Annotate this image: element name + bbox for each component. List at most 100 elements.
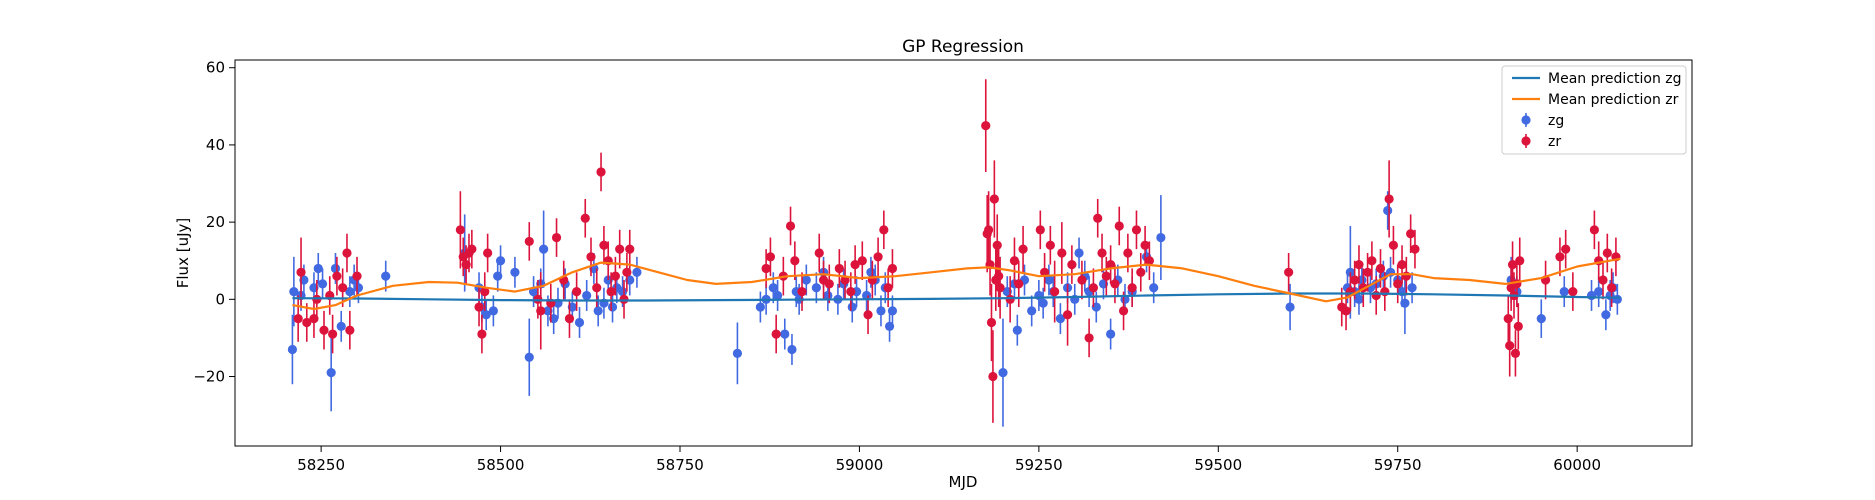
x-tick-label: 59750: [1374, 456, 1422, 474]
point-zr: [1123, 248, 1133, 258]
point-zg: [1594, 287, 1604, 297]
point-zg: [1536, 314, 1546, 324]
y-tick-label: 60: [206, 59, 225, 77]
point-zr: [319, 325, 329, 335]
point-zr: [483, 248, 493, 258]
y-axis-label: Flux [uJy]: [174, 218, 192, 288]
point-zr: [1505, 341, 1515, 351]
legend-zr-swatch: [1521, 136, 1531, 146]
point-zr: [524, 236, 534, 247]
point-zr: [1127, 283, 1137, 293]
x-tick-label: 59000: [836, 456, 884, 474]
point-zr: [879, 225, 889, 235]
point-zr: [883, 283, 893, 293]
point-zg: [1285, 302, 1295, 312]
point-zg: [1012, 325, 1022, 335]
legend-mean-zr-label: Mean prediction zr: [1548, 92, 1679, 108]
point-zr: [1561, 244, 1571, 254]
point-zg: [524, 352, 534, 362]
point-zg: [998, 368, 1008, 378]
point-zr: [467, 244, 477, 254]
point-zr: [606, 287, 616, 297]
point-zr: [293, 314, 303, 324]
point-zg: [862, 290, 872, 301]
y-tick-label: 40: [206, 136, 225, 154]
point-zr: [302, 317, 312, 328]
point-zg: [582, 290, 592, 301]
point-zr: [1062, 310, 1073, 320]
plot-area: [287, 79, 1622, 427]
y-tick-label: 0: [215, 290, 225, 308]
line-mean-zg: [292, 292, 1621, 302]
point-zg: [866, 267, 876, 277]
point-zg: [495, 256, 506, 266]
legend-zg-swatch: [1521, 115, 1531, 125]
point-zr: [797, 287, 807, 297]
point-zr: [994, 271, 1004, 281]
point-zr: [1406, 229, 1416, 239]
point-zr: [989, 194, 999, 204]
point-zr: [455, 225, 465, 235]
point-zr: [846, 287, 856, 297]
point-zr: [1067, 259, 1077, 270]
x-tick-label: 58500: [477, 456, 525, 474]
point-zg: [1038, 298, 1048, 308]
point-zr: [785, 221, 796, 231]
legend: Mean prediction zg Mean prediction zr zg zr: [1501, 65, 1687, 155]
point-zg: [488, 306, 498, 316]
x-tick-label: 59500: [1194, 456, 1242, 474]
point-zg: [1407, 283, 1417, 293]
legend-zg-label: zg: [1548, 113, 1564, 129]
point-zr: [1005, 294, 1015, 304]
point-zg: [1055, 314, 1065, 324]
series-zg: [287, 191, 1622, 427]
point-zr: [834, 263, 844, 274]
point-zr: [1589, 225, 1599, 235]
point-zr: [1350, 275, 1360, 285]
point-zg: [1156, 232, 1166, 243]
point-zr: [1009, 256, 1020, 266]
point-zr: [1602, 248, 1612, 258]
point-zr: [592, 283, 602, 293]
legend-mean-zg-label: Mean prediction zg: [1548, 71, 1682, 87]
line-mean-zr: [292, 257, 1621, 311]
point-zr: [1077, 275, 1087, 285]
point-zg: [1106, 329, 1116, 339]
point-zr: [1088, 283, 1099, 293]
point-zg: [847, 302, 857, 312]
axes: 58250 58500 58750 59000 59250 59500 59750 60000…: [193, 59, 1601, 474]
x-tick-label: 58750: [656, 456, 704, 474]
point-zr: [1136, 267, 1146, 277]
point-zg: [801, 275, 811, 285]
point-zg: [755, 302, 765, 312]
point-zr: [1515, 256, 1525, 266]
point-zr: [995, 283, 1005, 293]
point-zr: [814, 248, 824, 258]
point-zr: [622, 267, 632, 277]
point-zr: [981, 121, 991, 131]
point-zr: [992, 240, 1002, 250]
point-zr: [984, 225, 994, 235]
point-zr: [1507, 259, 1518, 270]
point-zr: [1510, 348, 1521, 358]
point-zr: [332, 271, 342, 281]
point-zg: [607, 302, 618, 312]
point-zr: [551, 232, 562, 243]
point-zr: [1144, 256, 1154, 266]
point-zr: [988, 371, 998, 382]
point-zr: [1555, 252, 1565, 262]
point-zg: [1612, 294, 1622, 304]
point-zr: [1110, 279, 1120, 289]
point-zr: [1040, 267, 1050, 277]
point-zr: [619, 294, 629, 304]
point-zr: [1101, 271, 1111, 281]
chart-title: GP Regression: [902, 37, 1024, 57]
point-zg: [1074, 248, 1084, 258]
point-zg: [632, 267, 642, 277]
point-zr: [986, 317, 997, 328]
point-zr: [761, 263, 771, 274]
point-zg: [1044, 275, 1054, 285]
point-zg: [574, 317, 585, 328]
point-zr: [1118, 306, 1129, 316]
point-zr: [765, 252, 776, 262]
